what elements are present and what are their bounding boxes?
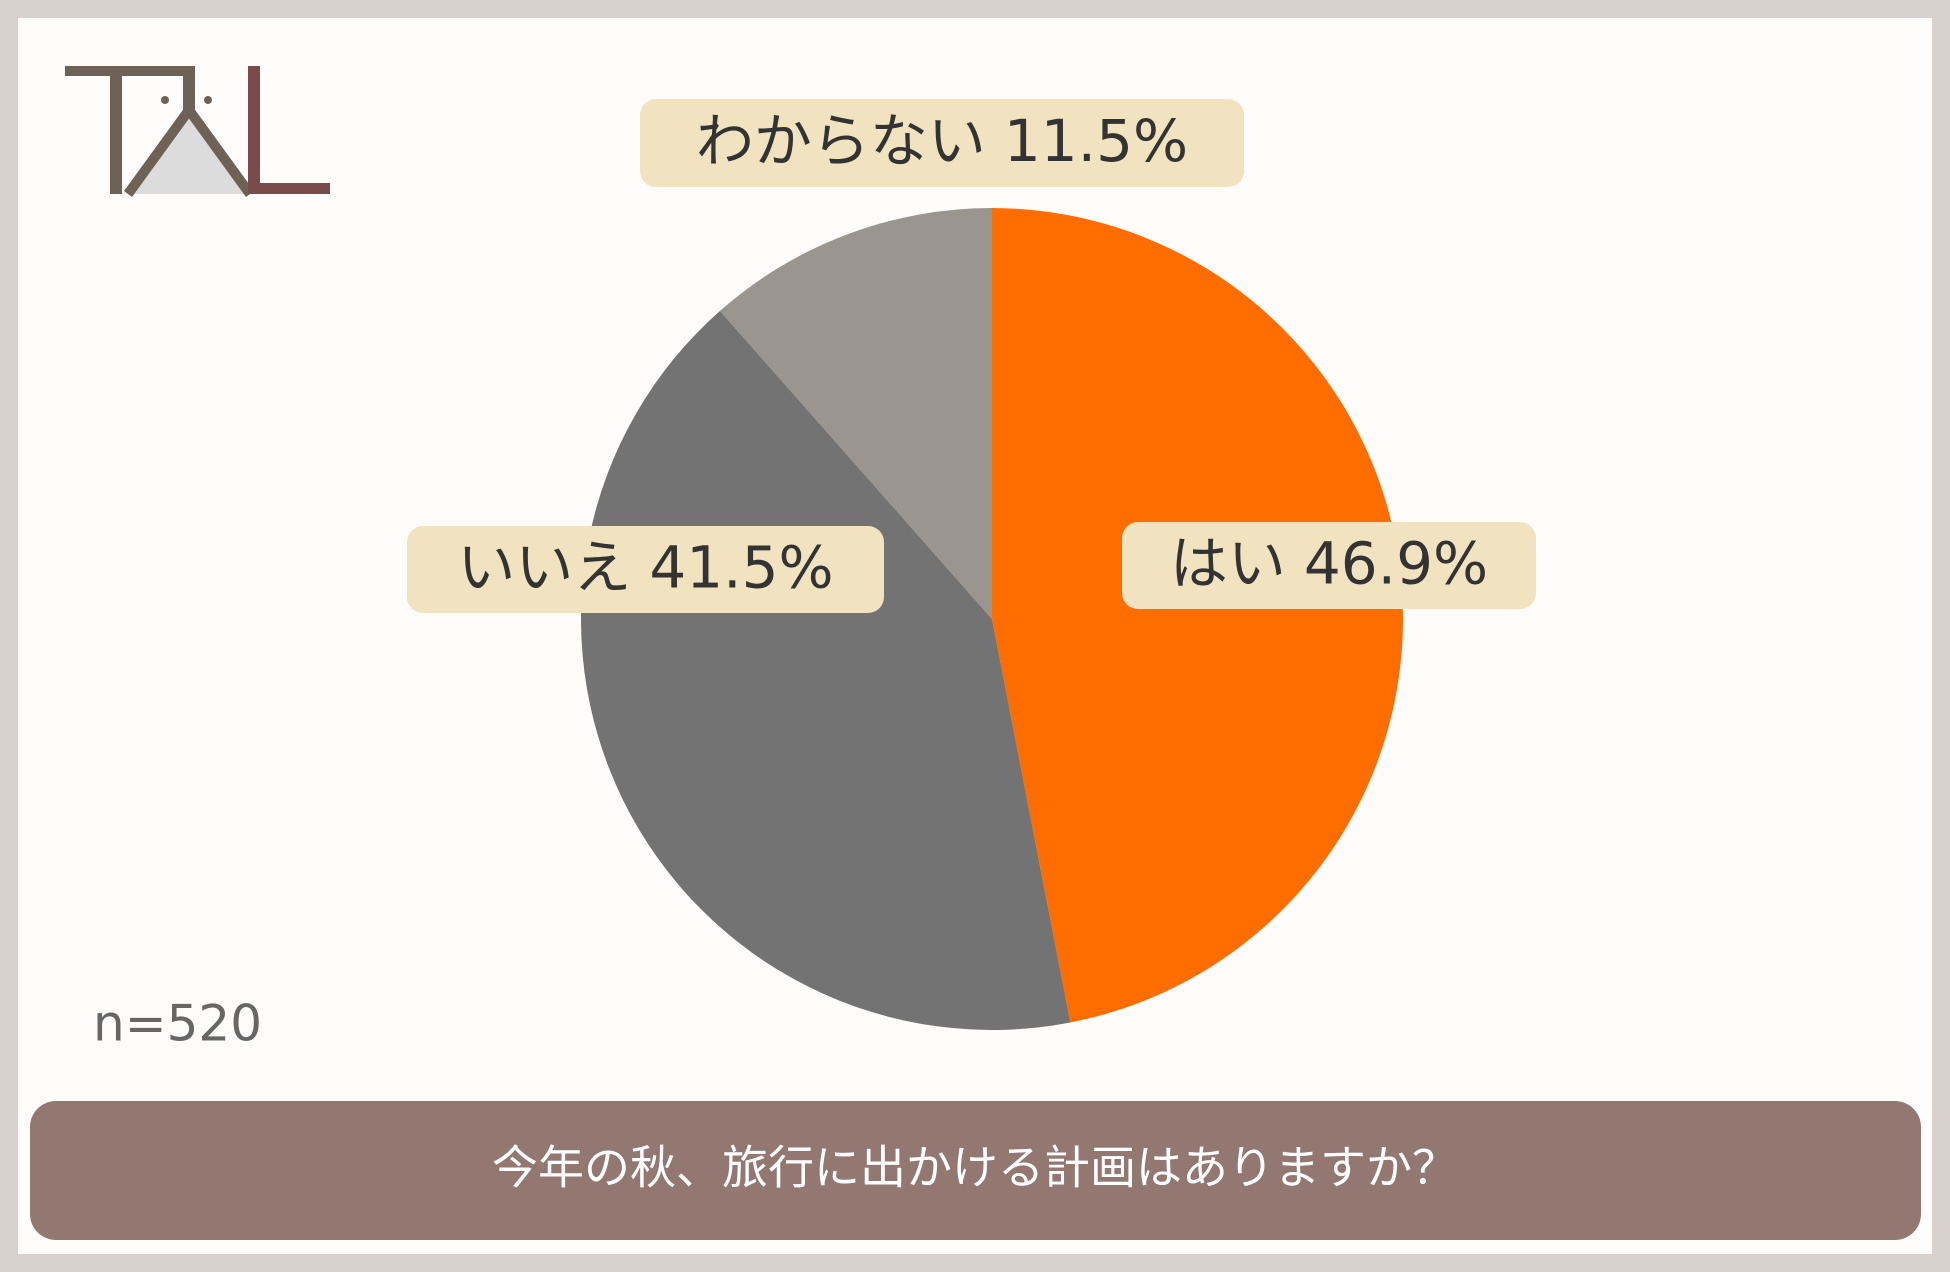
chart-title: 今年の秋、旅行に出かける計画はありますか？ [492,1141,1458,1195]
category-label: いいえ [457,534,631,602]
pie-slice [992,208,1404,1023]
slice-label: はい 46.9% [1170,530,1488,598]
value-label: 11.5% [1004,107,1188,175]
logo [65,66,330,197]
label-box [407,526,884,613]
title-bar [30,1101,1921,1240]
slice-label: わからない 11.5% [696,107,1188,175]
value-label: 41.5% [649,534,833,602]
slice-label: いいえ 41.5% [457,534,833,602]
value-label: 46.9% [1304,530,1488,598]
pie-slice [719,208,992,619]
sample-size: n=520 [93,995,262,1053]
category-label: わからない [696,107,986,175]
pie-slice [580,310,1071,1031]
label-box [640,99,1244,187]
category-label: はい [1170,530,1286,598]
label-box [1122,522,1536,609]
